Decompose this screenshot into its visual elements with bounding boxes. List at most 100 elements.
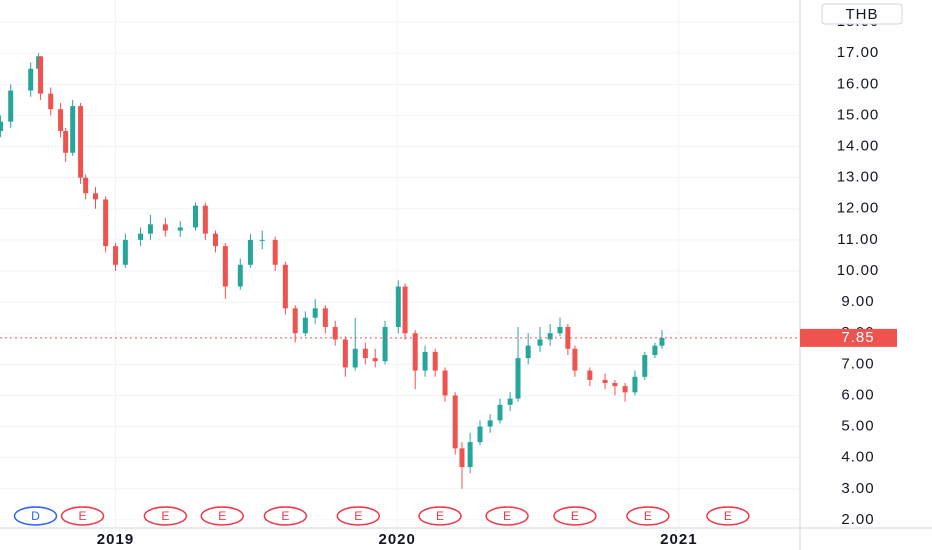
candle-body bbox=[537, 339, 543, 346]
candle-body bbox=[642, 355, 648, 377]
candle-body bbox=[0, 121, 4, 131]
candle-body bbox=[477, 426, 483, 443]
y-tick-label: 11.00 bbox=[837, 231, 878, 248]
candle-body bbox=[342, 339, 348, 368]
y-tick-label: 16.00 bbox=[837, 75, 880, 92]
candle-body bbox=[432, 351, 438, 371]
candle-body bbox=[83, 177, 89, 194]
candle-body bbox=[292, 308, 298, 334]
event-badge[interactable]: E bbox=[706, 506, 750, 526]
last-price-tag bbox=[800, 328, 897, 347]
event-badge-shape bbox=[263, 506, 308, 526]
currency-label: THB bbox=[846, 6, 879, 23]
candle-body bbox=[395, 286, 401, 328]
candle-body bbox=[103, 199, 109, 247]
candle-body bbox=[362, 348, 368, 359]
candle-body bbox=[192, 205, 198, 228]
event-badge-shape bbox=[553, 506, 597, 526]
event-badge-shape bbox=[60, 506, 105, 526]
event-label: E bbox=[724, 509, 732, 523]
candle-body bbox=[497, 404, 503, 421]
candle-body bbox=[28, 68, 34, 91]
event-badge[interactable]: E bbox=[200, 506, 245, 526]
candle-body bbox=[259, 239, 265, 241]
candle-body bbox=[212, 233, 218, 247]
candle-body bbox=[48, 93, 54, 110]
candle-body bbox=[322, 308, 328, 328]
candle-body bbox=[632, 376, 638, 393]
axes: 2.003.004.005.006.007.008.009.0010.0011.… bbox=[97, 13, 897, 548]
y-tick-label: 3.00 bbox=[841, 480, 874, 497]
candle-body bbox=[515, 358, 521, 399]
candle-body bbox=[402, 286, 408, 334]
candle-body bbox=[122, 239, 128, 265]
candle-body bbox=[38, 56, 44, 94]
event-badge[interactable]: E bbox=[553, 506, 597, 526]
candle-body bbox=[138, 233, 144, 240]
event-badge[interactable]: E bbox=[143, 506, 188, 526]
event-badge[interactable]: E bbox=[263, 506, 308, 526]
event-label: E bbox=[161, 509, 169, 523]
candle-body bbox=[652, 345, 658, 356]
event-label: D bbox=[31, 509, 40, 523]
event-badge[interactable]: D bbox=[13, 506, 58, 526]
y-tick-label: 7.00 bbox=[841, 355, 874, 372]
event-label: E bbox=[218, 509, 226, 523]
y-tick-label: 17.00 bbox=[837, 44, 880, 61]
y-tick-label: 6.00 bbox=[841, 386, 874, 403]
candle-body bbox=[272, 239, 278, 265]
candle-body bbox=[459, 448, 465, 468]
event-badge-shape bbox=[336, 506, 381, 526]
event-badge-shape bbox=[706, 506, 750, 526]
event-label: E bbox=[281, 509, 289, 523]
event-label: E bbox=[644, 509, 652, 523]
candle-body bbox=[247, 239, 253, 265]
event-label: E bbox=[79, 509, 87, 523]
currency-box[interactable] bbox=[821, 3, 903, 25]
y-tick-label: 13.00 bbox=[837, 169, 880, 186]
event-badge[interactable]: E bbox=[485, 506, 529, 526]
candle-body bbox=[352, 348, 358, 368]
candle-body bbox=[237, 264, 243, 287]
last-price-label: 7.85 bbox=[841, 329, 874, 346]
candle-body bbox=[422, 351, 428, 371]
y-tick-label: 14.00 bbox=[837, 138, 880, 155]
candle-body bbox=[202, 205, 208, 234]
candle-body bbox=[572, 348, 578, 371]
candle-body bbox=[282, 264, 288, 309]
candle-body bbox=[557, 327, 563, 334]
candle-body bbox=[78, 106, 84, 178]
candle-body bbox=[659, 337, 665, 346]
event-badge-shape bbox=[626, 506, 670, 526]
x-tick-label: 2021 bbox=[660, 531, 697, 548]
candle-body bbox=[507, 398, 513, 405]
candle-body bbox=[525, 345, 531, 359]
candle-body bbox=[565, 327, 571, 349]
candle-body bbox=[587, 370, 593, 380]
candle-body bbox=[602, 379, 608, 384]
candle-body bbox=[382, 327, 388, 362]
event-label: E bbox=[436, 509, 444, 523]
candle-body bbox=[92, 193, 98, 200]
candle-body bbox=[162, 224, 168, 231]
y-tick-label: 4.00 bbox=[841, 449, 874, 466]
event-badge[interactable]: E bbox=[336, 506, 381, 526]
event-badge-shape bbox=[200, 506, 245, 526]
y-tick-label: 2.00 bbox=[841, 511, 874, 528]
candle-body bbox=[622, 386, 628, 393]
candle-body bbox=[222, 246, 228, 287]
x-tick-label: 2020 bbox=[378, 531, 415, 548]
candle-body bbox=[112, 246, 118, 265]
candle-body bbox=[302, 317, 308, 334]
event-label: E bbox=[354, 509, 362, 523]
candle-body bbox=[372, 358, 378, 362]
candle-body bbox=[8, 90, 14, 122]
event-badge[interactable]: E bbox=[418, 506, 462, 526]
event-badge[interactable]: E bbox=[60, 506, 105, 526]
candle-body bbox=[70, 106, 76, 153]
candle-body bbox=[452, 395, 458, 449]
event-badge[interactable]: E bbox=[626, 506, 670, 526]
